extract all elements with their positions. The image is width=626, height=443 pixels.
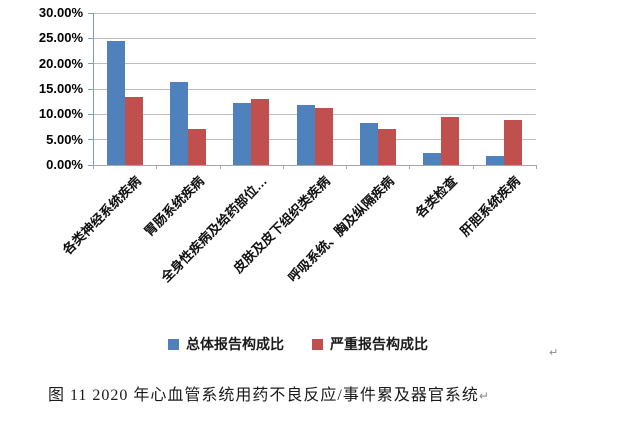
- x-axis-category-label: 肝胆系统疾病: [457, 173, 524, 240]
- bar-total: [423, 153, 442, 165]
- y-axis-tick-label: 20.00%: [38, 55, 83, 71]
- y-axis-tick: [88, 139, 93, 141]
- y-axis-tick-label: 0.00%: [46, 157, 83, 172]
- x-axis-tick: [472, 165, 474, 169]
- y-axis-tick: [88, 63, 93, 65]
- legend-item-serious: 严重报告构成比: [312, 334, 428, 354]
- y-axis-tick-label: 25.00%: [38, 30, 83, 46]
- y-axis-tick: [88, 37, 93, 39]
- y-axis-tick-label: 10.00%: [38, 106, 83, 122]
- bar-serious: [441, 116, 460, 165]
- bar-serious: [187, 129, 206, 165]
- bar-total: [359, 123, 378, 165]
- x-axis-tick: [409, 165, 411, 169]
- y-axis-tick-label: 15.00%: [38, 81, 83, 96]
- x-axis-category-label: 呼吸系统、胸及纵隔疾病: [284, 173, 397, 286]
- bar-serious: [251, 99, 270, 165]
- bar-serious: [377, 129, 396, 165]
- paragraph-mark-icon: ↵: [478, 389, 489, 403]
- paragraph-mark-icon: ↵: [549, 346, 559, 359]
- bar-total: [169, 82, 188, 165]
- chart-legend: 总体报告构成比 严重报告构成比: [0, 334, 596, 354]
- legend-swatch-total-icon: [168, 338, 179, 350]
- x-axis-category-label: 各类检查: [412, 173, 460, 221]
- figure-caption-text: 图 11 2020 年心血管系统用药不良反应/事件累及器官系统: [48, 387, 479, 404]
- y-axis-line: [93, 13, 94, 169]
- bar-total: [233, 103, 252, 165]
- x-axis-line: [93, 165, 537, 166]
- legend-swatch-serious-icon: [312, 338, 323, 350]
- bar-serious: [124, 96, 143, 165]
- y-axis-tick: [88, 164, 93, 166]
- x-axis-tick: [346, 165, 348, 169]
- x-axis-tick: [93, 165, 94, 169]
- bar-chart: 总体报告构成比 严重报告构成比 ↵ 0.00% 5.00% 10.00% 15.00%…: [0, 5, 596, 360]
- x-axis-category-label: 胃肠系统疾病: [141, 173, 207, 240]
- x-axis-tick: [282, 165, 284, 169]
- y-axis-tick-label: 30.00%: [38, 5, 83, 20]
- legend-label-serious: 严重报告构成比: [330, 336, 428, 352]
- bar-total: [106, 41, 125, 165]
- plot-gridline: [93, 88, 536, 90]
- bar-total: [486, 156, 505, 165]
- y-axis-tick: [88, 88, 93, 90]
- bar-serious: [504, 119, 523, 165]
- y-axis-tick-label: 5.00%: [46, 131, 83, 147]
- x-axis-tick: [536, 165, 537, 169]
- x-axis-tick: [219, 165, 221, 169]
- legend-item-total: 总体报告构成比: [168, 334, 284, 354]
- x-axis-category-label: 各类神经系统疾病: [59, 173, 144, 258]
- plot-gridline: [93, 12, 536, 14]
- y-axis-tick: [88, 113, 93, 115]
- plot-gridline: [93, 37, 536, 39]
- bar-total: [296, 104, 315, 165]
- x-axis-category-label: 全身性疾病及给药部位…: [158, 173, 271, 286]
- plot-gridline: [93, 63, 536, 65]
- figure-caption: 图 11 2020 年心血管系统用药不良反应/事件累及器官系统↵: [48, 381, 489, 405]
- bar-serious: [314, 108, 333, 165]
- legend-label-total: 总体报告构成比: [186, 336, 284, 352]
- x-axis-tick: [156, 165, 158, 169]
- y-axis-tick: [88, 12, 93, 14]
